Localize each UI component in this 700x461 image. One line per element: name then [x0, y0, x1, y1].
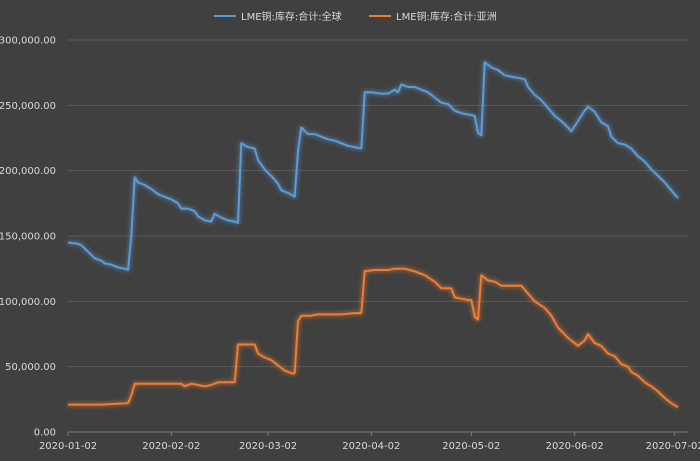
gridlines [68, 39, 688, 433]
y-tick-label: 300,000.00 [0, 36, 56, 47]
legend-label: LME铜:库存:合计:全球 [241, 10, 342, 23]
legend-label: LME铜:库存:合计:亚洲 [396, 10, 497, 23]
x-tick-label: 2020-02-02 [142, 441, 200, 452]
x-tick-label: 2020-03-02 [239, 441, 297, 452]
x-tick-label: 2020-06-02 [546, 441, 604, 452]
y-tick-label: 250,000.00 [0, 101, 56, 112]
x-tick-label: 2020-04-02 [342, 441, 400, 452]
x-axis-ticks: 2020-01-02 2020-02-02 2020-03-02 2020-04-02… [39, 432, 700, 452]
x-tick-label: 2020-05-02 [442, 441, 500, 452]
y-tick-label: 50,000.00 [5, 362, 56, 373]
y-tick-label: 200,000.00 [0, 166, 56, 177]
series-lines [67, 61, 679, 409]
x-tick-label: 2020-01-02 [39, 441, 97, 452]
x-tick-label: 2020-07-02 [646, 441, 700, 452]
y-tick-label: 150,000.00 [0, 232, 56, 243]
legend: LME铜:库存:合计:全球 LME铜:库存:合计:亚洲 [214, 10, 497, 23]
series-line-global [67, 61, 679, 271]
y-tick-label: 0.00 [34, 428, 56, 439]
y-tick-label: 100,000.00 [0, 297, 56, 308]
y-axis-ticks: 0.00 50,000.00 100,000.00 150,000.00 200,000… [0, 36, 56, 439]
series-line-asia [68, 267, 679, 409]
